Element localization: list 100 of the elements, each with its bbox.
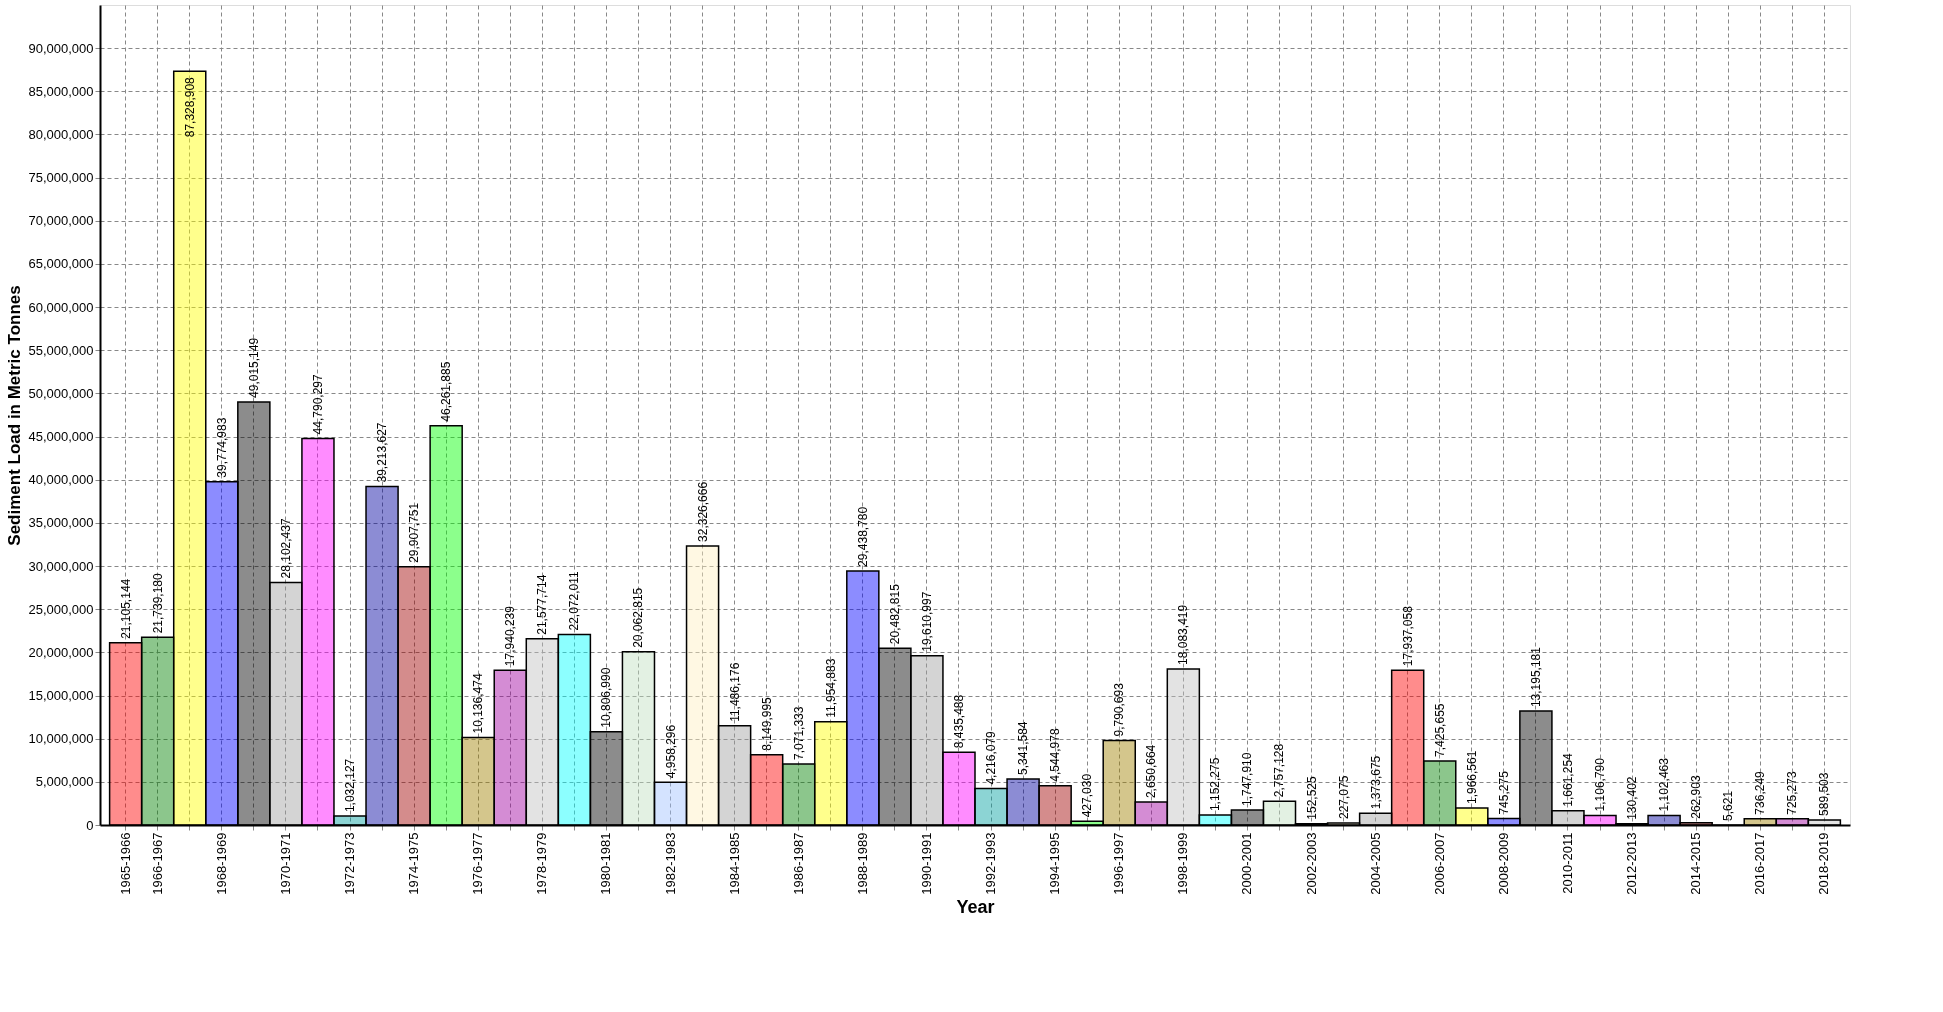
y-tick-label: 75,000,000: [28, 170, 94, 186]
y-tick-label: 70,000,000: [28, 213, 94, 229]
bar: [1358, 812, 1393, 826]
y-tick-label: 55,000,000: [28, 342, 94, 358]
bar: [1647, 814, 1681, 826]
data-label: 745,275: [1496, 770, 1511, 815]
data-label: 1,373,675: [1368, 755, 1383, 810]
bar: [1006, 778, 1040, 826]
y-tick-label: 40,000,000: [28, 472, 94, 488]
x-tick-label: 2014-2015: [1688, 832, 1704, 895]
y-tick-label: 90,000,000: [28, 40, 94, 56]
x-tick-label: 1982-1983: [662, 832, 678, 895]
bar: [1390, 669, 1425, 826]
x-tick-label: 2016-2017: [1752, 832, 1768, 895]
x-tick-label: 1974-1975: [406, 832, 422, 895]
bar: [717, 725, 752, 826]
y-tick-label: 15,000,000: [28, 688, 94, 704]
data-label: 130,402: [1625, 776, 1640, 820]
x-tick-label: 1965-1966: [117, 832, 133, 895]
data-label: 1,152,275: [1208, 757, 1223, 812]
data-label: 152,525: [1304, 775, 1319, 820]
x-tick-label: 1990-1991: [918, 832, 934, 895]
bar: [749, 753, 784, 826]
bar: [333, 815, 367, 826]
data-label: 1,032,127: [343, 758, 357, 813]
x-tick-label: 1984-1985: [726, 832, 742, 895]
data-label: 4,958,296: [663, 724, 678, 779]
data-label: 13,195,181: [1528, 646, 1543, 708]
data-label: 20,482,815: [887, 583, 902, 645]
y-tick-label: 35,000,000: [28, 515, 94, 531]
bar: [1070, 820, 1104, 826]
y-tick-label: 20,000,000: [28, 644, 94, 660]
data-label: 1,106,790: [1593, 757, 1607, 812]
y-tick-label: 10,000,000: [28, 731, 94, 747]
data-label: 4,216,079: [984, 730, 999, 785]
data-label: 1,661,254: [1560, 752, 1575, 807]
y-tick-label: 45,000,000: [28, 429, 94, 445]
data-label: 7,425,655: [1432, 703, 1447, 757]
data-label: 1,747,910: [1240, 752, 1255, 806]
bar: [1455, 807, 1489, 826]
bar: [653, 781, 688, 826]
bar: [685, 545, 720, 826]
bar: [974, 787, 1008, 826]
x-axis-title: Year: [956, 896, 995, 917]
data-label: 87,328,908: [182, 76, 197, 138]
bar: [1775, 817, 1810, 826]
y-tick-label: 50,000,000: [28, 385, 94, 401]
bar: [621, 651, 656, 826]
data-label: 17,937,058: [1400, 605, 1415, 667]
data-label: 46,261,885: [439, 361, 454, 422]
data-label: 11,486,176: [727, 662, 742, 722]
x-tick-label: 1978-1979: [534, 832, 550, 895]
bar: [205, 480, 239, 826]
bar: [557, 633, 592, 826]
bar: [1166, 668, 1201, 826]
data-label: 427,030: [1080, 773, 1095, 818]
data-label: 5,621: [1721, 790, 1736, 821]
x-tick-label: 2018-2019: [1816, 832, 1832, 895]
data-label: 8,435,488: [951, 694, 966, 749]
bar: [942, 751, 976, 826]
data-label: 21,577,714: [535, 574, 550, 635]
data-label: 29,438,780: [855, 506, 870, 567]
bar: [1038, 785, 1072, 826]
x-tick-label: 2012-2013: [1624, 832, 1640, 895]
bar: [493, 669, 528, 826]
y-tick-label: 0: [86, 817, 94, 833]
bar: [910, 654, 944, 826]
y-tick-label: 5,000,000: [35, 774, 94, 790]
data-label: 2,757,128: [1272, 743, 1287, 798]
data-label: 17,940,239: [503, 605, 518, 667]
bar: [172, 70, 207, 826]
bar: [1134, 801, 1169, 826]
y-tick-label: 60,000,000: [28, 299, 94, 315]
data-label: 10,136,474: [471, 673, 486, 734]
data-label: 262,903: [1689, 775, 1704, 819]
bar: [429, 424, 463, 826]
bar: [397, 566, 431, 826]
x-tick-label: 1968-1969: [213, 832, 229, 895]
x-tick-label: 1998-1999: [1175, 832, 1191, 895]
x-tick-label: 1966-1967: [149, 832, 165, 895]
x-tick-label: 1986-1987: [790, 832, 806, 895]
data-label: 21,105,144: [118, 578, 133, 639]
data-label: 39,774,983: [214, 417, 229, 478]
data-label: 725,273: [1785, 771, 1800, 815]
data-label: 44,790,297: [310, 374, 325, 435]
x-tick-label: 1976-1977: [470, 832, 486, 895]
bar: [813, 721, 848, 826]
data-label: 11,954,883: [823, 658, 838, 718]
x-tick-label: 1996-1997: [1111, 832, 1127, 895]
bar: [140, 636, 175, 826]
bar: [1551, 809, 1585, 826]
data-label: 8,149,995: [759, 696, 774, 751]
data-label: 49,015,149: [246, 337, 261, 398]
bar: [1102, 739, 1137, 826]
bar: [108, 642, 143, 826]
x-tick-label: 2006-2007: [1431, 832, 1447, 895]
data-label: 32,326,666: [695, 481, 710, 542]
bar: [237, 401, 271, 826]
x-tick-label: 2004-2005: [1367, 832, 1383, 895]
x-tick-label: 2010-2011: [1559, 832, 1575, 894]
